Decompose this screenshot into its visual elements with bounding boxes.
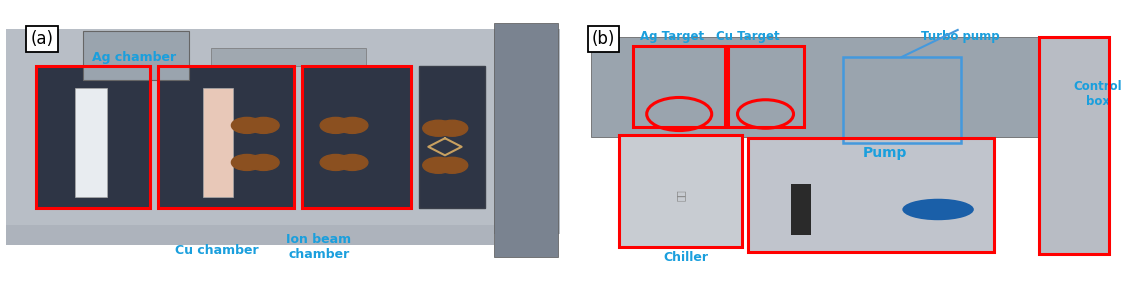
Text: Ion beam
chamber: Ion beam chamber <box>286 233 352 261</box>
Text: Ag chamber: Ag chamber <box>92 51 175 64</box>
Bar <box>6 225 494 245</box>
Bar <box>494 23 558 256</box>
Bar <box>591 37 1050 137</box>
Bar <box>84 31 189 80</box>
Circle shape <box>422 120 454 136</box>
Circle shape <box>320 154 351 170</box>
Bar <box>158 66 294 208</box>
Bar <box>36 66 149 208</box>
Bar <box>419 66 486 208</box>
Bar <box>843 57 960 142</box>
Bar <box>158 66 294 208</box>
Bar <box>36 66 149 208</box>
Bar <box>302 66 411 208</box>
Text: (b): (b) <box>592 30 615 48</box>
Circle shape <box>248 154 280 170</box>
Text: Ag Target: Ag Target <box>640 30 704 43</box>
Text: Control
box: Control box <box>1073 80 1122 108</box>
Bar <box>211 48 367 66</box>
Bar <box>728 46 804 127</box>
Bar <box>619 135 741 247</box>
Bar <box>633 46 726 127</box>
Ellipse shape <box>902 199 974 220</box>
Text: Cu Target: Cu Target <box>715 30 780 43</box>
Circle shape <box>437 120 468 136</box>
Bar <box>203 88 233 197</box>
Circle shape <box>231 154 263 170</box>
Text: Turbo pump: Turbo pump <box>921 30 1000 43</box>
Bar <box>747 138 994 252</box>
Circle shape <box>231 117 263 133</box>
Text: (a): (a) <box>31 30 53 48</box>
Bar <box>791 184 811 235</box>
Circle shape <box>422 157 454 173</box>
Text: Pump: Pump <box>863 146 907 160</box>
Bar <box>1039 37 1109 254</box>
Bar <box>302 66 411 208</box>
Text: Cu chamber: Cu chamber <box>174 243 258 256</box>
Circle shape <box>437 157 468 173</box>
Bar <box>6 28 560 234</box>
Bar <box>1039 37 1109 254</box>
Circle shape <box>337 154 368 170</box>
Text: 칠러: 칠러 <box>676 189 685 201</box>
Circle shape <box>248 117 280 133</box>
Circle shape <box>337 117 368 133</box>
Bar <box>75 88 108 197</box>
Circle shape <box>320 117 351 133</box>
Bar <box>619 135 741 247</box>
Text: Chiller: Chiller <box>663 251 709 264</box>
Bar <box>747 138 994 252</box>
